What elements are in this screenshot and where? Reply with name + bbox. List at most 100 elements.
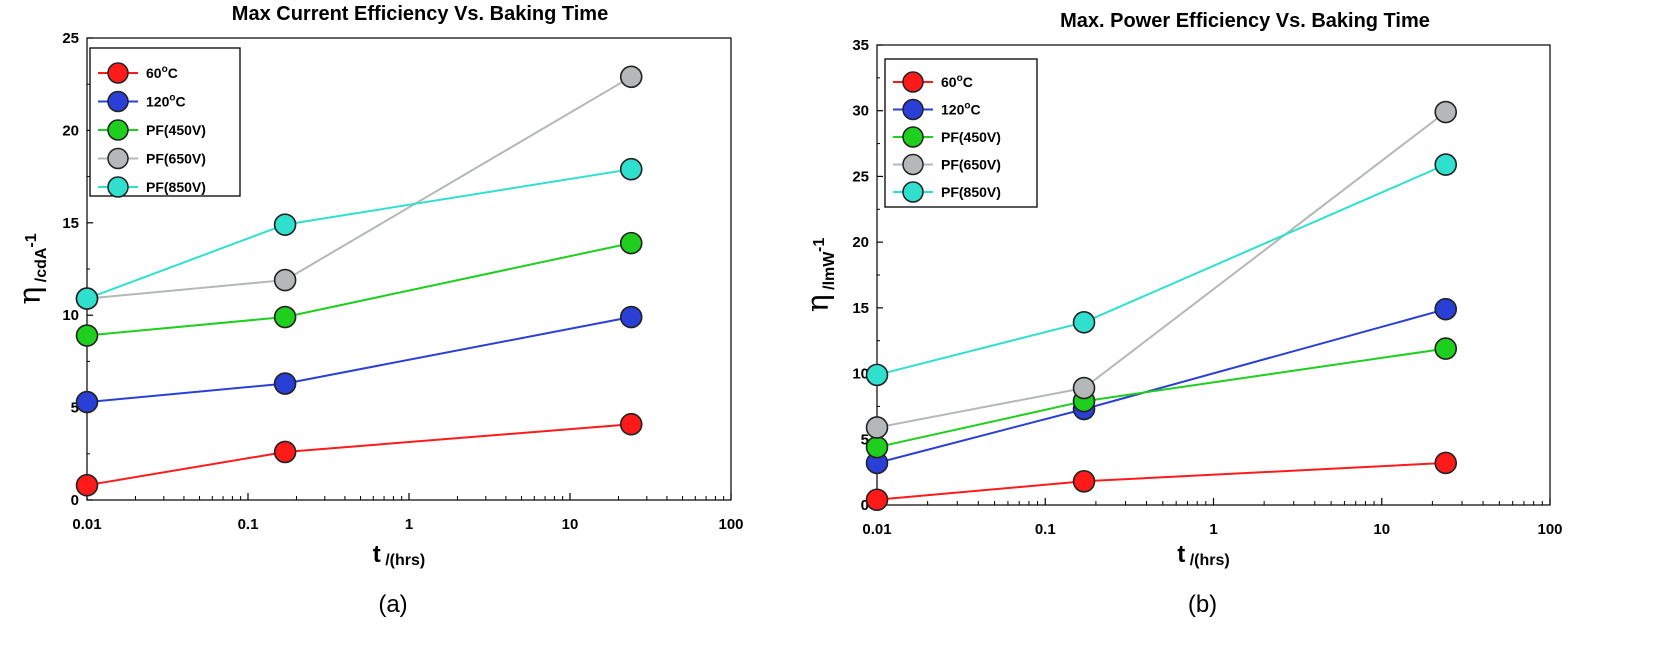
legend-label-degree: o [162,64,168,75]
y-tick-label: 5 [861,431,869,448]
data-point [1434,153,1458,176]
legend-label: 120oC [941,101,981,118]
legend-label-main: PF(850V) [941,184,1001,200]
legend-label: 60oC [146,64,178,81]
data-point [619,412,643,436]
legend-label-main: 120 [941,102,965,118]
data-point [1072,311,1096,334]
legend-label-main: PF(450V) [941,129,1001,145]
data-point [865,488,889,512]
data-point [1434,100,1458,124]
y-tick-label: 15 [62,215,79,232]
y-tick-label: 5 [71,400,79,417]
x-axis-label-main: t [373,541,381,568]
data-point [1434,297,1458,321]
y-tick-label: 35 [852,37,869,54]
legend-marker [107,90,129,113]
y-tick-label: 30 [852,103,869,120]
legend-label: PF(450V) [146,122,206,138]
series-line [86,242,632,337]
legend-marker [107,147,129,170]
series-line [86,316,632,404]
x-tick-label: 10 [562,516,579,533]
data-point [1434,337,1458,360]
data-point [75,473,99,497]
data-point [619,231,643,255]
data-point [273,305,297,329]
legend-label-unit: C [963,74,973,90]
data-point [865,416,889,439]
x-axis-label-unit: /(hrs) [1185,552,1229,569]
y-axis-label-main: η [801,294,836,312]
legend-label-unit: C [168,65,178,81]
legend-marker [107,176,129,198]
x-tick-label: 0.1 [1035,521,1056,538]
x-tick-label: 100 [1537,521,1562,538]
panel-label: (a) [378,591,407,618]
legend-label-degree: o [957,73,963,84]
legend-marker [107,62,129,84]
x-axis-label-unit: /(hrs) [381,552,425,569]
y-tick-label: 0 [861,497,869,514]
data-point [273,213,297,236]
x-tick-label: 1 [1209,521,1217,538]
data-point [75,324,99,347]
legend-label-main: PF(650V) [941,157,1001,173]
legend-label-main: 120 [146,94,170,110]
y-tick-label: 10 [852,366,869,383]
data-point [273,440,297,464]
x-tick-label: 1 [405,516,413,533]
data-point [865,435,889,459]
x-tick-label: 0.1 [238,516,259,533]
legend-marker [902,181,924,203]
chart-title: Max Current Efficiency Vs. Baking Time [232,3,608,25]
y-axis-label-main: η [13,287,48,305]
chart-panel-b: Max. Power Efficiency Vs. Baking Time 0 5 1… [801,10,1563,618]
y-tick-label: 20 [852,234,869,251]
legend-marker [107,119,129,141]
legend-label-unit: C [175,94,185,110]
legend-label-main: PF(450V) [146,122,206,138]
y-axis-label: η /cdA-1 [13,233,50,304]
y-tick-label: 15 [852,300,869,317]
data-point [1072,470,1096,493]
legend-label: PF(650V) [146,151,206,167]
chart-panel-a: Max Current Efficiency Vs. Baking Time 0 5… [13,3,744,618]
series-line [876,308,1446,464]
legend-label: PF(850V) [146,179,206,195]
x-axis-label-main: t [1177,541,1185,568]
legend-marker [902,126,924,148]
legend-label-degree: o [169,93,175,104]
series-line [876,347,1446,449]
legend-label-main: PF(650V) [146,151,206,167]
legend-marker [902,153,924,176]
legend-label-main: 60 [146,65,162,81]
data-point [619,157,643,181]
legend-label-main: PF(850V) [146,179,206,195]
data-point [273,268,297,292]
x-tick-label: 100 [718,516,743,533]
y-axis-label-exponent: -1 [23,233,40,247]
x-axis-label: t /(hrs) [373,541,425,569]
legend-label-main: 60 [941,74,957,90]
chart-title: Max. Power Efficiency Vs. Baking Time [1060,10,1430,32]
legend-marker [902,98,924,121]
series-line [86,423,632,487]
y-tick-label: 25 [852,168,869,185]
panel-label: (b) [1188,591,1217,618]
data-point [273,372,297,395]
legend-label-unit: C [970,102,980,118]
data-point [1434,451,1458,475]
y-tick-label: 10 [62,307,79,324]
series-line [876,461,1446,501]
x-tick-label: 0.01 [72,516,101,533]
legend-label-degree: o [964,101,970,112]
y-tick-label: 25 [62,30,79,47]
data-point [865,363,889,387]
legend-label: PF(450V) [941,129,1001,145]
y-axis-label-exponent: -1 [811,238,828,252]
data-point [619,305,643,329]
data-point [75,390,99,414]
legend-marker [902,71,924,93]
